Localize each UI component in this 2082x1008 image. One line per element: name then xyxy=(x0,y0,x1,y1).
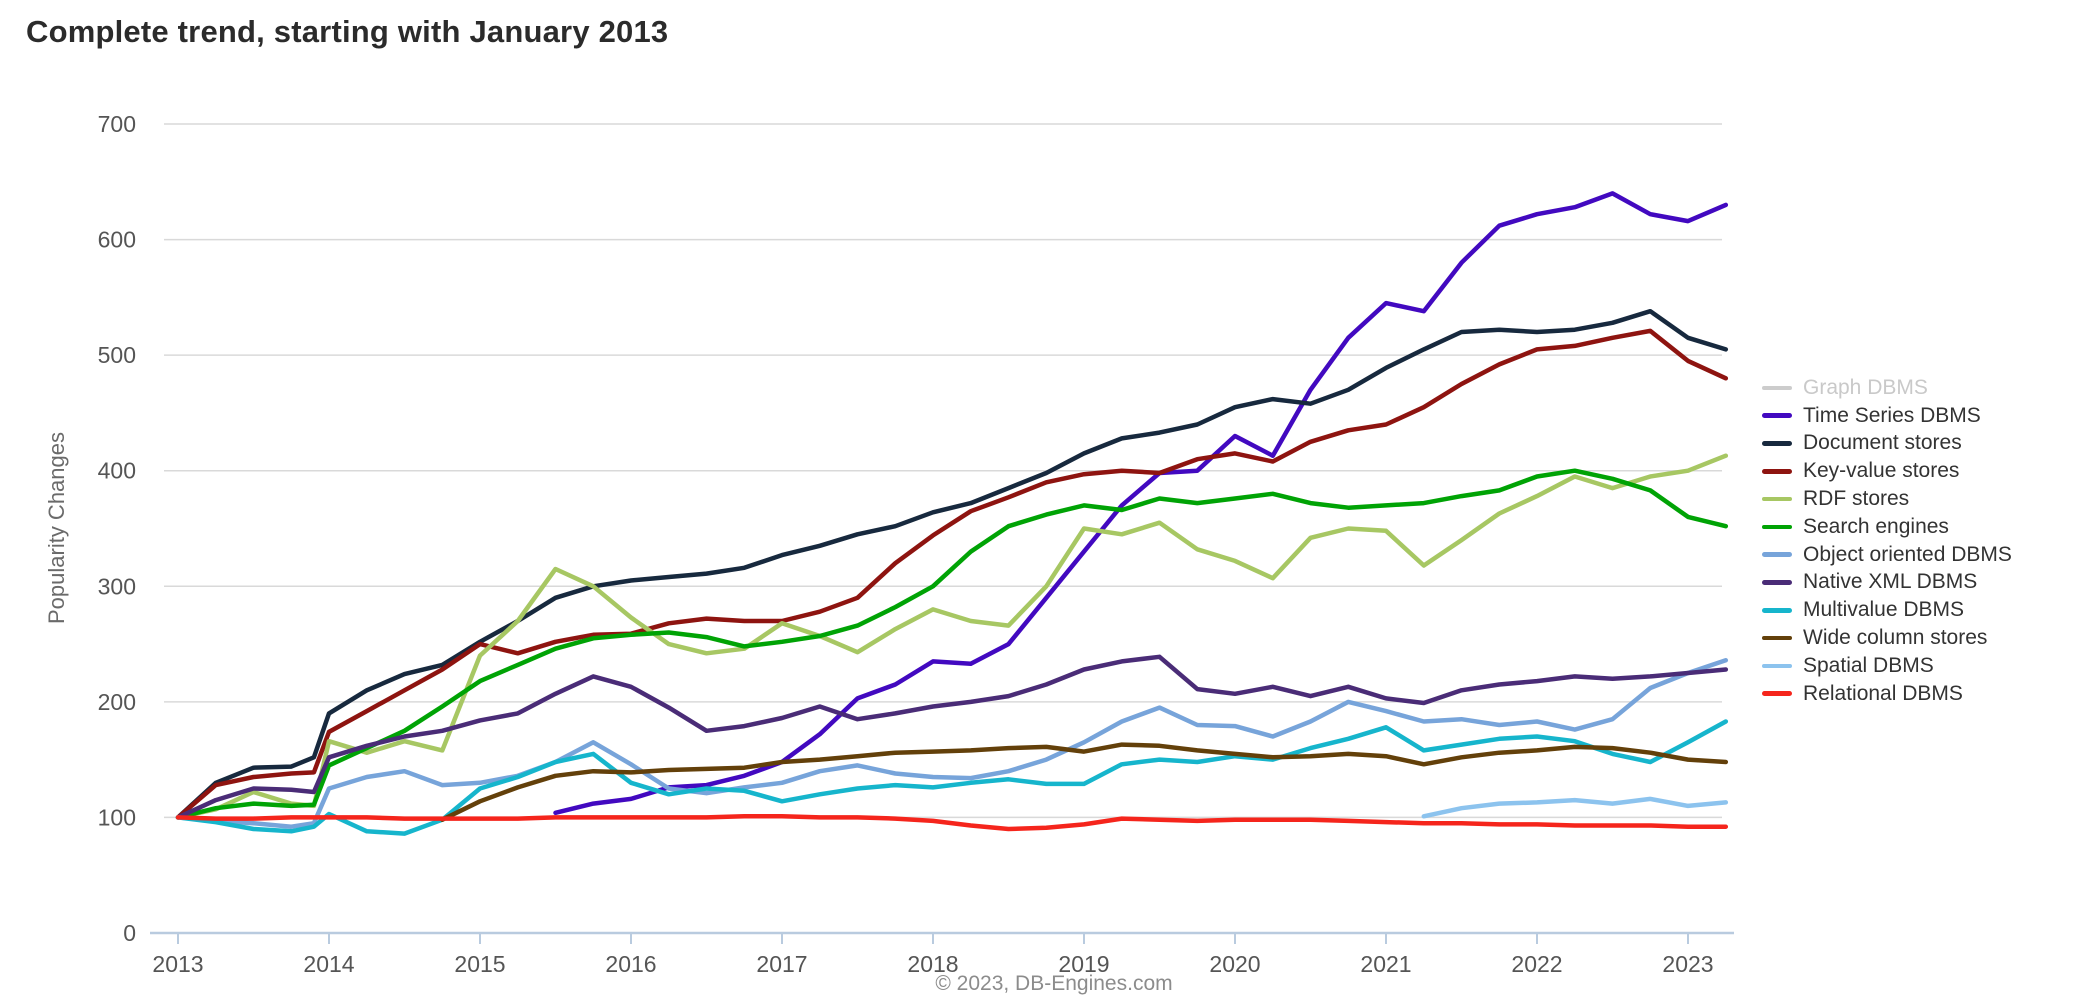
chart-legend: Graph DBMS Time Series DBMS Document store… xyxy=(1762,374,2012,708)
y-tick-label: 200 xyxy=(98,689,136,715)
x-tick-label: 2013 xyxy=(152,951,203,977)
legend-swatch xyxy=(1762,385,1792,391)
legend-item-relational-dbms[interactable]: Relational DBMS xyxy=(1762,680,2012,708)
legend-swatch xyxy=(1762,441,1792,446)
legend-swatch xyxy=(1762,413,1792,418)
x-tick-label: 2019 xyxy=(1058,951,1109,977)
x-tick-label: 2015 xyxy=(454,951,505,977)
legend-swatch xyxy=(1762,691,1792,696)
legend-label: Multivalue DBMS xyxy=(1803,598,1965,622)
x-tick-label: 2022 xyxy=(1511,951,1562,977)
x-tick-label: 2018 xyxy=(907,951,958,977)
legend-label: Key-value stores xyxy=(1803,459,1960,483)
x-tick-label: 2021 xyxy=(1360,951,1411,977)
series-line-wide-column-stores xyxy=(440,742,1729,822)
legend-label: Wide column stores xyxy=(1803,626,1988,650)
series-line-time-series-dbms xyxy=(553,191,1729,816)
legend-swatch xyxy=(1762,524,1792,530)
legend-swatch xyxy=(1762,663,1792,669)
chart-title: Complete trend, starting with January 20… xyxy=(26,14,669,49)
series-line-search-engines xyxy=(175,468,1729,820)
legend-label: Search engines xyxy=(1803,514,1949,538)
legend-swatch xyxy=(1762,635,1792,641)
series-line-multivalue-dbms xyxy=(175,719,1729,836)
legend-label: Spatial DBMS xyxy=(1803,653,1934,677)
legend-swatch xyxy=(1762,496,1792,502)
series-line-relational-dbms xyxy=(175,814,1729,832)
legend-item-document-stores[interactable]: Document stores xyxy=(1762,430,2012,458)
legend-item-object-oriented-dbms[interactable]: Object oriented DBMS xyxy=(1762,541,2012,569)
copyright-credit: © 2023, DB-Engines.com xyxy=(935,972,1173,995)
legend-swatch xyxy=(1762,608,1792,613)
legend-item-search-engines[interactable]: Search engines xyxy=(1762,513,2012,541)
legend-item-wide-column-stores[interactable]: Wide column stores xyxy=(1762,624,2012,652)
series-line-spatial-dbms xyxy=(1421,796,1729,819)
legend-item-rdf-stores[interactable]: RDF stores xyxy=(1762,485,2012,513)
series-line-key-value-stores xyxy=(175,328,1729,820)
legend-label: Time Series DBMS xyxy=(1803,403,1981,427)
legend-item-native-xml-dbms[interactable]: Native XML DBMS xyxy=(1762,569,2012,597)
y-tick-label: 600 xyxy=(98,227,136,253)
legend-label: Relational DBMS xyxy=(1803,681,1963,705)
legend-label: Graph DBMS xyxy=(1803,375,1928,399)
y-tick-label: 500 xyxy=(98,342,136,368)
x-tick-label: 2020 xyxy=(1209,951,1260,977)
legend-item-time-series-dbms[interactable]: Time Series DBMS xyxy=(1762,402,2012,430)
x-tick-label: 2016 xyxy=(605,951,656,977)
series-line-document-stores xyxy=(175,308,1729,820)
y-tick-label: 300 xyxy=(98,573,136,599)
legend-swatch xyxy=(1762,552,1792,557)
legend-swatch xyxy=(1762,469,1792,474)
legend-label: RDF stores xyxy=(1803,487,1910,511)
legend-item-graph-dbms[interactable]: Graph DBMS xyxy=(1762,374,2012,402)
x-tick-label: 2017 xyxy=(756,951,807,977)
legend-item-spatial-dbms[interactable]: Spatial DBMS xyxy=(1762,652,2012,680)
y-tick-label: 0 xyxy=(123,920,136,946)
series-line-object-oriented-dbms xyxy=(175,658,1729,829)
y-tick-label: 700 xyxy=(98,111,136,137)
legend-label: Object oriented DBMS xyxy=(1803,542,2012,566)
legend-label: Document stores xyxy=(1803,431,1962,455)
legend-item-key-value-stores[interactable]: Key-value stores xyxy=(1762,457,2012,485)
legend-item-multivalue-dbms[interactable]: Multivalue DBMS xyxy=(1762,596,2012,624)
series-line-native-xml-dbms xyxy=(175,654,1729,820)
legend-swatch xyxy=(1762,580,1792,585)
series-line-rdf-stores xyxy=(175,453,1729,820)
x-tick-label: 2023 xyxy=(1662,951,1713,977)
legend-label: Native XML DBMS xyxy=(1803,570,1978,594)
y-tick-label: 400 xyxy=(98,458,136,484)
x-tick-label: 2014 xyxy=(303,951,354,977)
y-tick-label: 100 xyxy=(98,804,136,830)
